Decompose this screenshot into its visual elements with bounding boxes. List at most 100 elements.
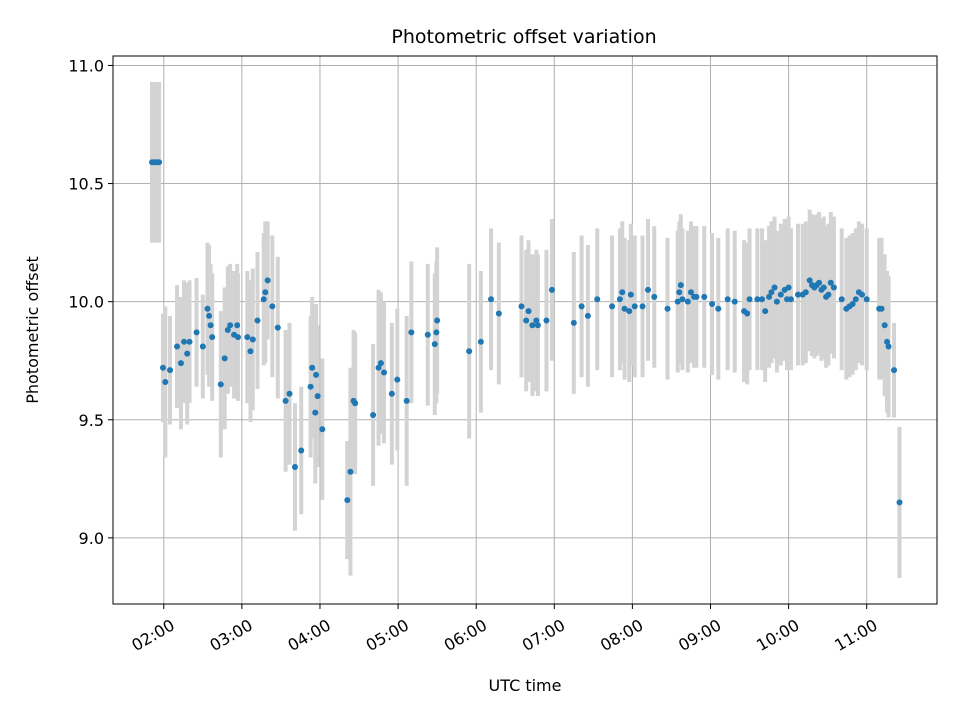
data-point xyxy=(177,360,184,367)
data-point xyxy=(859,291,866,298)
data-point xyxy=(431,341,438,348)
data-point xyxy=(676,289,683,296)
data-point xyxy=(878,305,885,312)
data-point xyxy=(534,322,541,329)
data-point xyxy=(162,378,169,385)
data-point xyxy=(852,296,859,303)
data-point xyxy=(785,284,792,291)
data-point xyxy=(645,286,652,293)
data-point xyxy=(724,296,731,303)
data-point xyxy=(298,447,305,454)
data-point xyxy=(206,312,213,319)
data-point xyxy=(731,298,738,305)
data-point xyxy=(609,303,616,310)
data-point xyxy=(754,296,761,303)
data-point xyxy=(434,317,441,324)
data-point xyxy=(184,350,191,357)
data-point xyxy=(627,291,634,298)
data-point xyxy=(525,308,532,315)
data-point xyxy=(578,303,585,310)
data-point xyxy=(244,334,251,341)
data-point xyxy=(715,305,722,312)
y-tick-label: 10.0 xyxy=(68,293,104,312)
data-point xyxy=(224,327,231,333)
data-point xyxy=(529,322,536,329)
data-point xyxy=(543,317,550,324)
data-point xyxy=(616,296,623,303)
data-point xyxy=(291,464,298,470)
data-point xyxy=(193,329,200,336)
data-point xyxy=(631,303,638,310)
data-point xyxy=(314,393,321,400)
y-tick-label: 9.0 xyxy=(79,529,104,548)
data-point xyxy=(234,322,241,329)
data-point xyxy=(403,397,410,404)
data-point xyxy=(759,296,766,303)
data-point xyxy=(217,381,224,388)
data-point xyxy=(885,343,892,350)
plot-frame xyxy=(112,55,938,605)
data-point xyxy=(825,291,832,298)
data-point xyxy=(787,296,794,303)
data-point xyxy=(518,303,525,310)
data-point xyxy=(167,367,174,374)
data-point xyxy=(247,348,254,355)
data-point xyxy=(381,369,388,376)
data-point xyxy=(651,293,658,300)
data-point xyxy=(174,343,181,350)
data-point xyxy=(227,322,234,329)
data-point xyxy=(762,308,769,315)
y-axis-label: Photometric offset xyxy=(23,256,42,404)
data-point xyxy=(249,336,256,343)
data-point xyxy=(884,338,891,345)
data-point xyxy=(347,468,354,475)
data-point xyxy=(891,367,898,374)
data-point xyxy=(679,296,686,303)
data-point xyxy=(773,298,780,305)
data-point xyxy=(766,293,773,300)
data-point xyxy=(768,289,775,296)
data-point xyxy=(701,293,708,300)
data-point xyxy=(746,296,753,303)
x-axis-label: UTC time xyxy=(489,676,562,695)
data-point xyxy=(495,310,502,317)
data-point xyxy=(594,296,601,303)
data-point xyxy=(802,289,809,296)
data-point xyxy=(319,426,326,433)
data-point xyxy=(693,293,700,300)
data-point xyxy=(262,289,269,296)
data-point xyxy=(771,284,778,291)
data-point xyxy=(488,296,495,303)
data-point xyxy=(370,412,377,419)
data-point xyxy=(286,390,293,397)
data-point xyxy=(849,301,856,308)
data-point xyxy=(830,284,837,291)
data-point xyxy=(234,334,241,341)
data-point xyxy=(264,277,271,284)
data-point xyxy=(674,298,681,305)
data-point xyxy=(466,348,473,355)
data-point xyxy=(274,324,281,331)
data-point xyxy=(269,303,276,310)
data-point xyxy=(820,284,827,291)
data-point xyxy=(626,308,633,315)
data-point xyxy=(433,329,440,336)
data-point xyxy=(477,338,484,345)
data-point xyxy=(548,286,555,293)
y-tick-label: 11.0 xyxy=(68,56,104,75)
data-point xyxy=(896,499,903,506)
data-point xyxy=(309,364,316,371)
data-point xyxy=(394,376,401,383)
data-point xyxy=(204,305,211,312)
data-point xyxy=(181,338,188,345)
data-point xyxy=(794,291,801,298)
data-point xyxy=(777,291,784,298)
data-point xyxy=(806,277,813,284)
y-axis: 9.0 9.5 10.0 10.5 11.0 xyxy=(68,56,113,548)
data-points xyxy=(149,159,903,506)
data-point xyxy=(863,296,870,303)
data-point xyxy=(377,360,384,367)
data-point xyxy=(260,296,267,303)
data-point xyxy=(619,289,626,296)
